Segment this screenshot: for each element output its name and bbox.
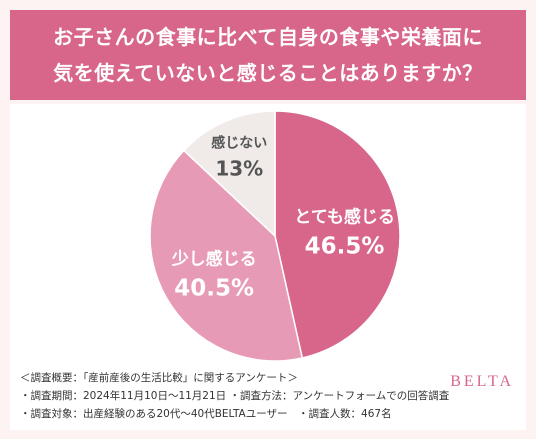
pie-slice-very xyxy=(274,110,401,359)
pie-chart: とても感じる 46.5% 少し感じる 40.5% 感じない 13% xyxy=(149,110,401,362)
title-banner: お子さんの食事に比べて自身の食事や栄養面に 気を使えていないと感じることはありま… xyxy=(10,10,526,100)
pie-slice-not xyxy=(182,110,276,238)
slice-label-slightly: 少し感じる xyxy=(171,249,257,270)
survey-summary-heading: ＜調査概要：「産前産後の生活比較」に関するアンケート＞ xyxy=(20,372,298,384)
brand-logo: BELTA xyxy=(450,373,514,390)
survey-target: ・調査対象：出産経験のある20代〜40代BELTAユーザー ・調査人数：467名 xyxy=(20,408,392,420)
slice-value-very: 46.5% xyxy=(305,233,385,259)
slice-label-not: 感じない xyxy=(211,134,267,151)
title-line-2: 気を使えていないと感じることはありますか？ xyxy=(53,61,483,85)
slice-label-very: とても感じる xyxy=(294,206,395,227)
title-line-1: お子さんの食事に比べて自身の食事や栄養面に xyxy=(53,25,483,49)
slice-value-not: 13% xyxy=(215,156,263,180)
slice-value-slightly: 40.5% xyxy=(174,276,254,302)
chart-card: とても感じる 46.5% 少し感じる 40.5% 感じない 13% xyxy=(10,104,526,430)
survey-summary: ＜調査概要：「産前産後の生活比較」に関するアンケート＞ ・調査期間：2024年1… xyxy=(20,369,520,423)
survey-period: ・調査期間：2024年11月10日～11月21日 ・調査方法：アンケートフォーム… xyxy=(20,390,450,402)
pie-slice-slightly xyxy=(149,149,304,362)
